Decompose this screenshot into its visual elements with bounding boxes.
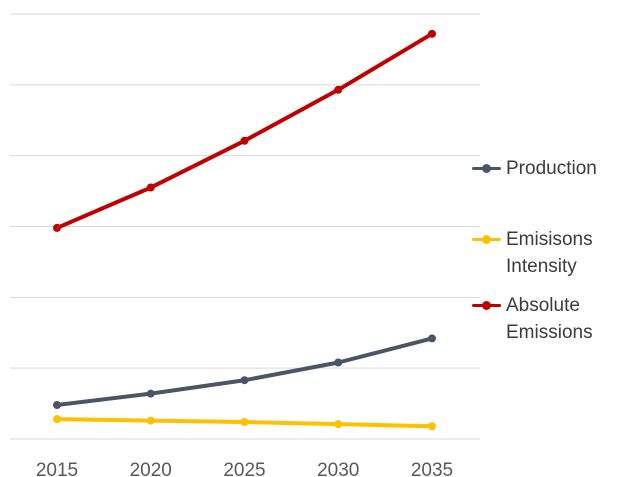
x-tick-label: 2025 (223, 460, 265, 477)
legend-marker-absolute-emissions (482, 301, 491, 310)
data-point-production (146, 389, 155, 398)
series-line-absolute-emissions (55, 31, 434, 230)
data-point-emisisons-intensity (240, 418, 249, 426)
series-production (53, 334, 436, 409)
series-line-production (55, 336, 434, 407)
data-point-emisisons-intensity (334, 420, 343, 429)
data-point-absolute-emissions (53, 223, 61, 232)
legend-marker-production (482, 164, 491, 173)
data-point-absolute-emissions (146, 183, 155, 192)
x-axis-ticks: 2015 2020 2025 2030 2035 (36, 460, 453, 477)
data-point-absolute-emissions (240, 136, 249, 145)
gridlines (10, 13, 480, 440)
legend-label-emissions-intensity: Emisisons Intensity (506, 229, 593, 277)
x-tick-label: 2035 (411, 460, 453, 477)
data-point-absolute-emissions (334, 85, 343, 94)
legend-label-absolute-emissions: Absolute Emissions (506, 295, 593, 343)
data-point-production (334, 358, 343, 367)
series-lines (53, 29, 436, 431)
x-tick-label: 2015 (36, 460, 78, 477)
legend-swatch-absolute-emissions (470, 292, 503, 319)
series-emisisons-intensity (53, 415, 436, 431)
data-point-emisisons-intensity (428, 422, 436, 431)
data-point-emisisons-intensity (146, 416, 155, 425)
legend-swatch-production (470, 155, 503, 182)
legend-item-emissions-intensity: Emisisons Intensity (470, 226, 620, 280)
data-point-emisisons-intensity (53, 415, 61, 424)
legend-swatch-emissions-intensity (470, 226, 503, 253)
series-absolute-emissions (53, 29, 436, 232)
legend-item-absolute-emissions: Absolute Emissions (470, 292, 620, 346)
legend-marker-emissions-intensity (482, 235, 491, 244)
legend-item-production: Production (470, 155, 620, 182)
x-tick-label: 2030 (317, 460, 359, 477)
x-tick-label: 2020 (130, 460, 172, 477)
data-point-production (428, 334, 436, 343)
legend-label-production: Production (506, 158, 597, 179)
data-point-absolute-emissions (428, 29, 436, 38)
data-point-production (240, 376, 249, 385)
data-point-production (53, 401, 61, 409)
